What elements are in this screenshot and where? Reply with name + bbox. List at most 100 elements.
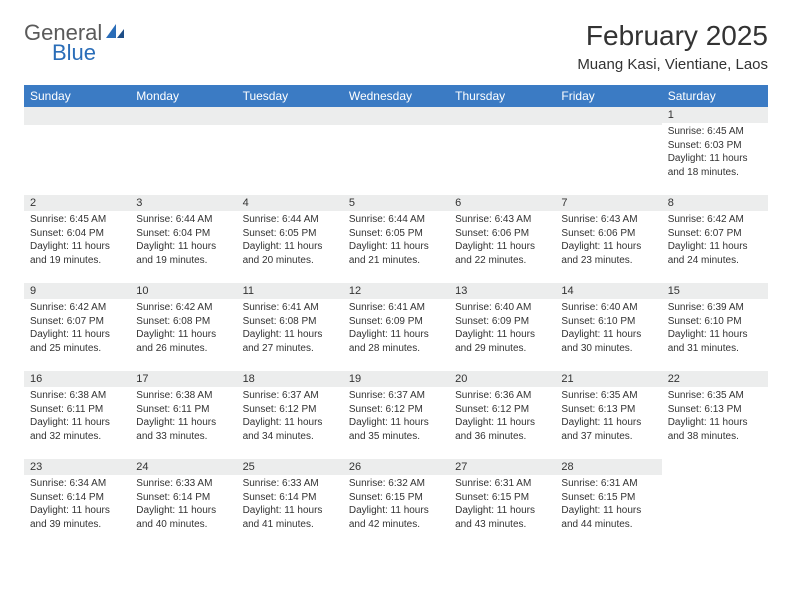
day-number: 5 (343, 195, 449, 211)
sunset-text: Sunset: 6:07 PM (30, 315, 124, 329)
daylight-text-2: and 23 minutes. (561, 254, 655, 268)
day-data: Sunrise: 6:31 AMSunset: 6:15 PMDaylight:… (449, 475, 555, 535)
sunset-text: Sunset: 6:12 PM (455, 403, 549, 417)
daylight-text-2: and 28 minutes. (349, 342, 443, 356)
sunrise-text: Sunrise: 6:40 AM (561, 301, 655, 315)
sunrise-text: Sunrise: 6:31 AM (455, 477, 549, 491)
sunrise-text: Sunrise: 6:41 AM (243, 301, 337, 315)
day-data: Sunrise: 6:44 AMSunset: 6:05 PMDaylight:… (343, 211, 449, 271)
sunset-text: Sunset: 6:14 PM (30, 491, 124, 505)
calendar-cell: 14Sunrise: 6:40 AMSunset: 6:10 PMDayligh… (555, 283, 661, 371)
day-data: Sunrise: 6:38 AMSunset: 6:11 PMDaylight:… (24, 387, 130, 447)
header: GeneralBlue February 2025 Muang Kasi, Vi… (24, 20, 768, 73)
day-data: Sunrise: 6:32 AMSunset: 6:15 PMDaylight:… (343, 475, 449, 535)
daylight-text-2: and 24 minutes. (668, 254, 762, 268)
sunset-text: Sunset: 6:14 PM (136, 491, 230, 505)
sunset-text: Sunset: 6:15 PM (561, 491, 655, 505)
calendar-cell: 24Sunrise: 6:33 AMSunset: 6:14 PMDayligh… (130, 459, 236, 547)
weekday-header: Tuesday (237, 85, 343, 107)
daylight-text: Daylight: 11 hours (561, 240, 655, 254)
sunset-text: Sunset: 6:04 PM (30, 227, 124, 241)
day-data: Sunrise: 6:42 AMSunset: 6:07 PMDaylight:… (24, 299, 130, 359)
sunset-text: Sunset: 6:12 PM (243, 403, 337, 417)
calendar-cell: 25Sunrise: 6:33 AMSunset: 6:14 PMDayligh… (237, 459, 343, 547)
daylight-text: Daylight: 11 hours (349, 240, 443, 254)
sunset-text: Sunset: 6:03 PM (668, 139, 762, 153)
weekday-header-row: Sunday Monday Tuesday Wednesday Thursday… (24, 85, 768, 107)
daylight-text: Daylight: 11 hours (561, 416, 655, 430)
daylight-text: Daylight: 11 hours (668, 152, 762, 166)
daylight-text-2: and 30 minutes. (561, 342, 655, 356)
daylight-text-2: and 26 minutes. (136, 342, 230, 356)
sunset-text: Sunset: 6:09 PM (455, 315, 549, 329)
sunrise-text: Sunrise: 6:42 AM (668, 213, 762, 227)
calendar-cell: 21Sunrise: 6:35 AMSunset: 6:13 PMDayligh… (555, 371, 661, 459)
day-number: 24 (130, 459, 236, 475)
daylight-text: Daylight: 11 hours (668, 240, 762, 254)
day-data: Sunrise: 6:34 AMSunset: 6:14 PMDaylight:… (24, 475, 130, 535)
calendar-cell (343, 107, 449, 195)
sunset-text: Sunset: 6:06 PM (561, 227, 655, 241)
calendar-cell: 9Sunrise: 6:42 AMSunset: 6:07 PMDaylight… (24, 283, 130, 371)
daylight-text: Daylight: 11 hours (30, 416, 124, 430)
day-data: Sunrise: 6:35 AMSunset: 6:13 PMDaylight:… (555, 387, 661, 447)
calendar-cell: 4Sunrise: 6:44 AMSunset: 6:05 PMDaylight… (237, 195, 343, 283)
day-data: Sunrise: 6:38 AMSunset: 6:11 PMDaylight:… (130, 387, 236, 447)
sunset-text: Sunset: 6:05 PM (349, 227, 443, 241)
sunrise-text: Sunrise: 6:45 AM (30, 213, 124, 227)
day-number: 20 (449, 371, 555, 387)
month-title: February 2025 (577, 20, 768, 52)
sunset-text: Sunset: 6:07 PM (668, 227, 762, 241)
logo-blue-row: General (24, 42, 102, 68)
sunrise-text: Sunrise: 6:42 AM (136, 301, 230, 315)
daylight-text-2: and 18 minutes. (668, 166, 762, 180)
calendar-cell (449, 107, 555, 195)
daylight-text-2: and 19 minutes. (136, 254, 230, 268)
daylight-text: Daylight: 11 hours (455, 240, 549, 254)
calendar-week-row: 23Sunrise: 6:34 AMSunset: 6:14 PMDayligh… (24, 459, 768, 547)
day-data: Sunrise: 6:44 AMSunset: 6:05 PMDaylight:… (237, 211, 343, 271)
calendar-cell (237, 107, 343, 195)
sunset-text: Sunset: 6:08 PM (243, 315, 337, 329)
calendar-cell: 3Sunrise: 6:44 AMSunset: 6:04 PMDaylight… (130, 195, 236, 283)
day-number: 13 (449, 283, 555, 299)
sunset-text: Sunset: 6:15 PM (455, 491, 549, 505)
day-data: Sunrise: 6:41 AMSunset: 6:08 PMDaylight:… (237, 299, 343, 359)
daylight-text-2: and 38 minutes. (668, 430, 762, 444)
daylight-text: Daylight: 11 hours (349, 416, 443, 430)
day-number: 26 (343, 459, 449, 475)
daylight-text: Daylight: 11 hours (30, 504, 124, 518)
day-data: Sunrise: 6:40 AMSunset: 6:10 PMDaylight:… (555, 299, 661, 359)
day-data: Sunrise: 6:44 AMSunset: 6:04 PMDaylight:… (130, 211, 236, 271)
sunrise-text: Sunrise: 6:35 AM (668, 389, 762, 403)
calendar-cell: 7Sunrise: 6:43 AMSunset: 6:06 PMDaylight… (555, 195, 661, 283)
day-number: 3 (130, 195, 236, 211)
daylight-text-2: and 37 minutes. (561, 430, 655, 444)
day-data: Sunrise: 6:39 AMSunset: 6:10 PMDaylight:… (662, 299, 768, 359)
sunrise-text: Sunrise: 6:38 AM (30, 389, 124, 403)
calendar-cell: 18Sunrise: 6:37 AMSunset: 6:12 PMDayligh… (237, 371, 343, 459)
sunrise-text: Sunrise: 6:33 AM (136, 477, 230, 491)
weekday-header: Friday (555, 85, 661, 107)
calendar-cell: 11Sunrise: 6:41 AMSunset: 6:08 PMDayligh… (237, 283, 343, 371)
day-data: Sunrise: 6:45 AMSunset: 6:04 PMDaylight:… (24, 211, 130, 271)
daylight-text: Daylight: 11 hours (243, 504, 337, 518)
daylight-text-2: and 25 minutes. (30, 342, 124, 356)
daylight-text-2: and 44 minutes. (561, 518, 655, 532)
calendar-cell: 26Sunrise: 6:32 AMSunset: 6:15 PMDayligh… (343, 459, 449, 547)
day-number: 8 (662, 195, 768, 211)
day-number: 17 (130, 371, 236, 387)
day-number: 19 (343, 371, 449, 387)
day-number: 12 (343, 283, 449, 299)
sunrise-text: Sunrise: 6:34 AM (30, 477, 124, 491)
calendar-week-row: 16Sunrise: 6:38 AMSunset: 6:11 PMDayligh… (24, 371, 768, 459)
calendar-cell: 23Sunrise: 6:34 AMSunset: 6:14 PMDayligh… (24, 459, 130, 547)
day-data: Sunrise: 6:31 AMSunset: 6:15 PMDaylight:… (555, 475, 661, 535)
sunrise-text: Sunrise: 6:44 AM (136, 213, 230, 227)
day-data: Sunrise: 6:37 AMSunset: 6:12 PMDaylight:… (343, 387, 449, 447)
sunset-text: Sunset: 6:12 PM (349, 403, 443, 417)
daylight-text: Daylight: 11 hours (136, 240, 230, 254)
daylight-text-2: and 40 minutes. (136, 518, 230, 532)
day-number: 2 (24, 195, 130, 211)
sunset-text: Sunset: 6:13 PM (668, 403, 762, 417)
